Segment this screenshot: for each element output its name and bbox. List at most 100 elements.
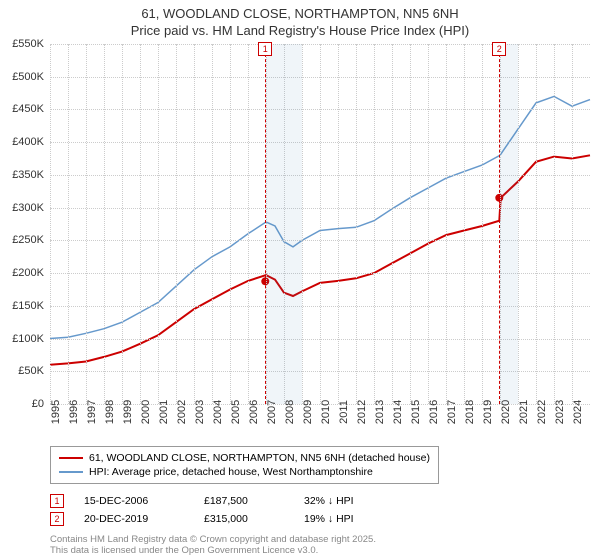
x-tick-label: 1999 [122, 400, 134, 424]
event-marker: 1 [258, 42, 272, 56]
annotation-row: 115-DEC-2006£187,50032% ↓ HPI [50, 492, 354, 510]
x-tick-label: 2012 [356, 400, 368, 424]
annotation-price: £187,500 [204, 495, 284, 507]
gridline-v [338, 44, 339, 404]
y-tick-label: £50K [18, 365, 44, 377]
title-line2: Price paid vs. HM Land Registry's House … [131, 23, 469, 38]
gridline-v [158, 44, 159, 404]
attribution: Contains HM Land Registry data © Crown c… [50, 534, 376, 557]
gridline-v [482, 44, 483, 404]
x-tick-label: 2024 [572, 400, 584, 424]
annotation-date: 20-DEC-2019 [84, 513, 184, 525]
gridline-v [176, 44, 177, 404]
gridline-v [374, 44, 375, 404]
x-tick-label: 2019 [482, 400, 494, 424]
x-tick-label: 1998 [104, 400, 116, 424]
annotation-price: £315,000 [204, 513, 284, 525]
x-tick-label: 2014 [392, 400, 404, 424]
event-line [265, 44, 266, 404]
x-tick-label: 2016 [428, 400, 440, 424]
y-tick-label: £250K [12, 234, 44, 246]
gridline-v [554, 44, 555, 404]
y-tick-label: £0 [32, 398, 44, 410]
x-tick-label: 1997 [86, 400, 98, 424]
gridline-v [536, 44, 537, 404]
y-tick-label: £150K [12, 300, 44, 312]
chart-title: 61, WOODLAND CLOSE, NORTHAMPTON, NN5 6NH… [0, 0, 600, 40]
gridline-v [86, 44, 87, 404]
x-tick-label: 2008 [284, 400, 296, 424]
annotation-table: 115-DEC-2006£187,50032% ↓ HPI220-DEC-201… [50, 492, 354, 528]
y-axis: £0£50K£100K£150K£200K£250K£300K£350K£400… [0, 44, 48, 404]
x-tick-label: 2022 [536, 400, 548, 424]
event-marker: 2 [492, 42, 506, 56]
y-tick-label: £550K [12, 38, 44, 50]
x-tick-label: 2005 [230, 400, 242, 424]
gridline-v [230, 44, 231, 404]
gridline-v [464, 44, 465, 404]
gridline-v [104, 44, 105, 404]
y-tick-label: £400K [12, 136, 44, 148]
y-tick-label: £100K [12, 333, 44, 345]
annotation-delta: 32% ↓ HPI [304, 495, 354, 507]
gridline-v [68, 44, 69, 404]
x-tick-label: 2000 [140, 400, 152, 424]
x-tick-label: 2018 [464, 400, 476, 424]
x-tick-label: 2003 [194, 400, 206, 424]
annotation-date: 15-DEC-2006 [84, 495, 184, 507]
x-tick-label: 2020 [500, 400, 512, 424]
shaded-band [266, 44, 302, 404]
x-tick-label: 2004 [212, 400, 224, 424]
attrib-line1: Contains HM Land Registry data © Crown c… [50, 534, 376, 545]
x-tick-label: 2006 [248, 400, 260, 424]
y-tick-label: £500K [12, 71, 44, 83]
shaded-band [500, 44, 518, 404]
annotation-delta: 19% ↓ HPI [304, 513, 354, 525]
legend-swatch [59, 457, 83, 459]
y-tick-label: £450K [12, 103, 44, 115]
legend-row: HPI: Average price, detached house, West… [59, 465, 430, 479]
plot-area: 12 [50, 44, 590, 404]
x-tick-label: 2009 [302, 400, 314, 424]
gridline-v [572, 44, 573, 404]
gridline-v [428, 44, 429, 404]
x-axis: 1995199619971998199920002001200220032004… [50, 406, 590, 446]
gridline-v [140, 44, 141, 404]
x-tick-label: 1995 [50, 400, 62, 424]
gridline-v [446, 44, 447, 404]
x-tick-label: 2017 [446, 400, 458, 424]
annotation-marker: 2 [50, 512, 64, 526]
gridline-v [302, 44, 303, 404]
x-tick-label: 2015 [410, 400, 422, 424]
title-line1: 61, WOODLAND CLOSE, NORTHAMPTON, NN5 6NH [141, 6, 458, 21]
x-tick-label: 2023 [554, 400, 566, 424]
gridline-v [212, 44, 213, 404]
attrib-line2: This data is licensed under the Open Gov… [50, 545, 318, 556]
gridline-v [248, 44, 249, 404]
x-tick-label: 2007 [266, 400, 278, 424]
annotation-row: 2 20-DEC-2019 £315,000 19% ↓ HPI [50, 510, 354, 528]
gridline-v [320, 44, 321, 404]
legend-label: 61, WOODLAND CLOSE, NORTHAMPTON, NN5 6NH… [89, 452, 430, 464]
gridline-v [392, 44, 393, 404]
gridline-v [194, 44, 195, 404]
legend-swatch [59, 471, 83, 473]
x-tick-label: 2002 [176, 400, 188, 424]
x-tick-label: 1996 [68, 400, 80, 424]
x-tick-label: 2010 [320, 400, 332, 424]
x-tick-label: 2021 [518, 400, 530, 424]
x-tick-label: 2013 [374, 400, 386, 424]
y-tick-label: £200K [12, 267, 44, 279]
legend-label: HPI: Average price, detached house, West… [89, 466, 373, 478]
legend-row: 61, WOODLAND CLOSE, NORTHAMPTON, NN5 6NH… [59, 451, 430, 465]
event-line [499, 44, 500, 404]
gridline-v [50, 44, 51, 404]
y-tick-label: £300K [12, 202, 44, 214]
gridline-v [356, 44, 357, 404]
x-tick-label: 2001 [158, 400, 170, 424]
legend: 61, WOODLAND CLOSE, NORTHAMPTON, NN5 6NH… [50, 446, 439, 484]
gridline-v [518, 44, 519, 404]
gridline-v [122, 44, 123, 404]
x-tick-label: 2011 [338, 400, 350, 424]
y-tick-label: £350K [12, 169, 44, 181]
